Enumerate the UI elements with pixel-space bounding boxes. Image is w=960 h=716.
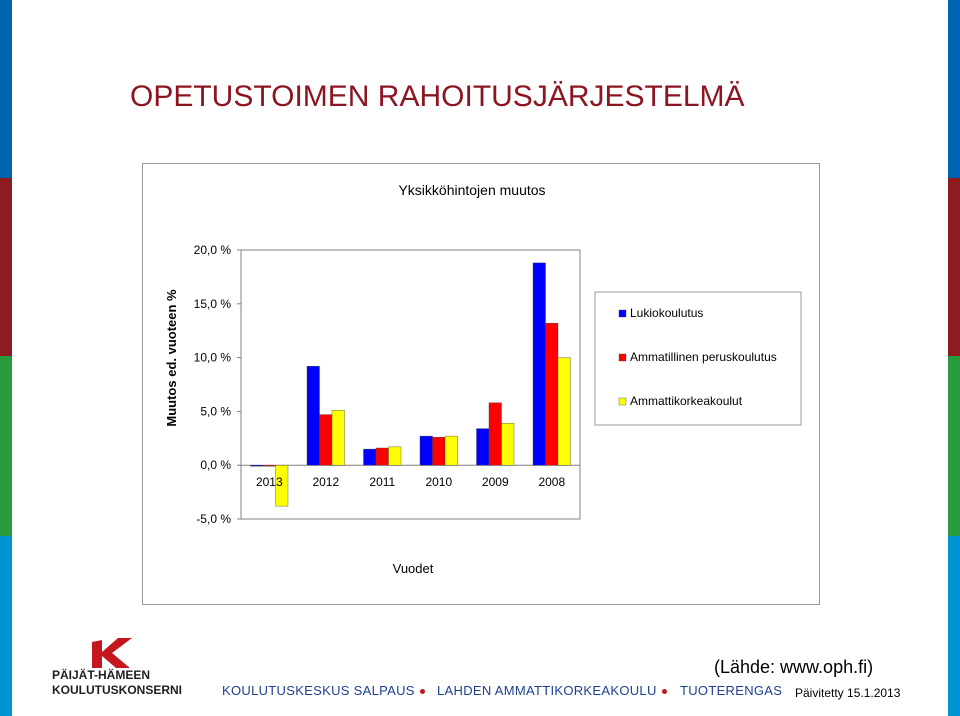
footer-salpaus: KOULUTUSKESKUS SALPAUS [222, 683, 415, 698]
legend-swatch [618, 397, 627, 406]
plot-area [240, 249, 581, 520]
bar-2010-3 [444, 435, 458, 466]
chart-frame: Yksikköhintojen muutos Muutos ed. vuotee… [142, 163, 820, 605]
y-tick-label: 5,0 % [200, 404, 231, 418]
bar-2012-1 [306, 365, 320, 466]
stripe-right-cyan [948, 536, 960, 716]
bar-2011-2 [375, 447, 389, 466]
bar-2012-2 [319, 414, 333, 466]
bar-2013-2 [262, 465, 276, 467]
x-tick-label: 2010 [425, 475, 452, 489]
y-axis-label: Muutos ed. vuoteen % [164, 289, 179, 427]
legend-label: Ammatillinen peruskoulutus [630, 350, 777, 364]
stripe-right-green [948, 356, 960, 536]
footer-tuoterengas: TUOTERENGAS [680, 683, 783, 698]
y-tick-label: 10,0 % [194, 351, 232, 365]
legend-label: Ammattikorkeakoulut [630, 394, 743, 408]
bar-2008-2 [545, 322, 559, 466]
logo-line2: KOULUTUSKONSERNI [52, 683, 183, 697]
bar-2009-3 [501, 423, 515, 466]
legend-swatch [618, 353, 627, 362]
x-tick-label: 2009 [482, 475, 509, 489]
legend-label: Lukiokoulutus [630, 306, 703, 320]
bar-2009-1 [476, 428, 490, 466]
bar-2013-3 [275, 465, 289, 507]
footer-lamk: LAHDEN AMMATTIKORKEAKOULU [437, 683, 657, 698]
logo-line1: PÄIJÄT-HÄMEEN [52, 668, 151, 682]
x-tick-label: 2008 [538, 475, 565, 489]
legend-box [594, 291, 802, 426]
x-tick-label: 2012 [312, 475, 339, 489]
stripe-right-red [948, 178, 960, 356]
bar-2011-3 [388, 446, 402, 466]
bar-2012-3 [331, 410, 345, 466]
legend-swatch [618, 309, 627, 318]
source-note: (Lähde: www.oph.fi) [714, 657, 874, 677]
logo-k-icon [92, 638, 132, 668]
bar-2010-2 [432, 437, 446, 466]
stripe-left-green [0, 356, 12, 536]
bar-2008-3 [557, 357, 571, 466]
stripe-left-red [0, 178, 12, 356]
y-tick-label: 20,0 % [194, 243, 232, 257]
y-tick-label: 15,0 % [194, 297, 232, 311]
bar-2009-2 [488, 402, 502, 466]
x-tick-label: 2011 [369, 475, 395, 489]
y-tick-label: -5,0 % [196, 512, 231, 526]
page-title: OPETUSTOIMEN RAHOITUSJÄRJESTELMÄ [130, 80, 745, 113]
stripe-right-blue [948, 0, 960, 178]
bar-2011-1 [363, 448, 377, 466]
y-tick-label: 0,0 % [200, 458, 231, 472]
bar-chart: Yksikköhintojen muutos Muutos ed. vuotee… [164, 182, 802, 576]
bar-2010-1 [419, 435, 433, 466]
bar-2013-1 [250, 465, 264, 467]
stripe-left-blue [0, 0, 12, 178]
footer-separator-dot [420, 689, 425, 694]
x-tick-label: 2013 [256, 475, 283, 489]
stripe-left-cyan [0, 536, 12, 716]
footer-separator-dot [662, 689, 667, 694]
chart-title: Yksikköhintojen muutos [398, 182, 545, 198]
updated-date: Päivitetty 15.1.2013 [795, 686, 901, 700]
bar-2008-1 [532, 262, 546, 466]
x-axis-label: Vuodet [393, 561, 434, 576]
